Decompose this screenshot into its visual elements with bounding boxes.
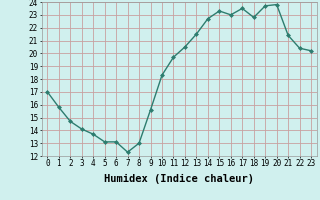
X-axis label: Humidex (Indice chaleur): Humidex (Indice chaleur) [104,174,254,184]
